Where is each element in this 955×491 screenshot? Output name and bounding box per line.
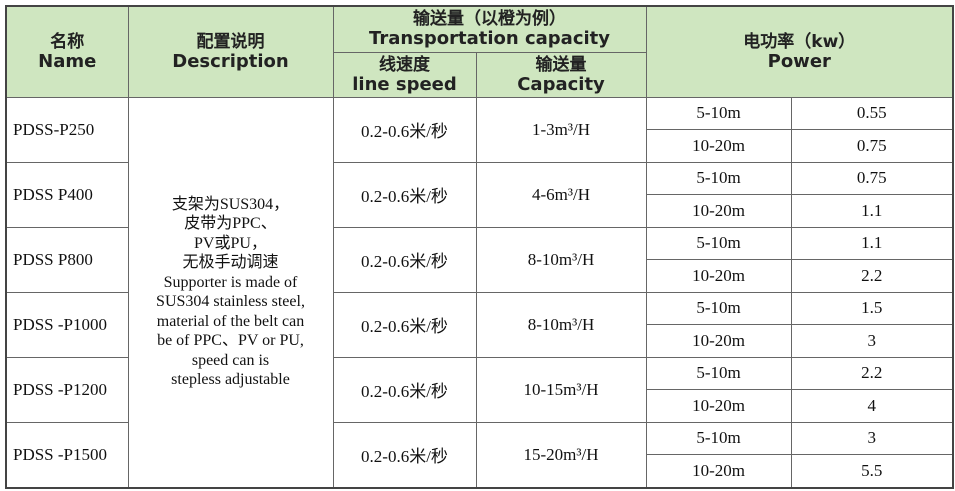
capacity: 10-15m³/H	[475, 356, 647, 423]
text: Transportation capacity	[369, 28, 610, 50]
description-header: 配置说明 Description	[127, 5, 334, 98]
model-name: PDSS P400	[5, 161, 129, 228]
capacity: 4-6m³/H	[475, 161, 647, 228]
length-range: 10-20m	[645, 454, 792, 488]
description-line: SUS304 stainless steel,	[156, 293, 305, 310]
power-kw: 1.5	[790, 291, 954, 325]
length-range: 10-20m	[645, 129, 792, 163]
capacity-header: 输送量 Capacity	[475, 51, 647, 98]
speed: 0.2-0.6米/秒	[332, 421, 477, 488]
length-range: 10-20m	[645, 259, 792, 293]
model-name: PDSS-P250	[5, 96, 129, 163]
text: 电功率（kw）	[743, 31, 856, 52]
speed: 0.2-0.6米/秒	[332, 96, 477, 163]
length-range: 10-20m	[645, 194, 792, 228]
description-line: 无极手动调速	[182, 254, 279, 271]
length-range: 10-20m	[645, 389, 792, 423]
speed: 0.2-0.6米/秒	[332, 291, 477, 358]
power-kw: 5.5	[790, 454, 954, 488]
power-kw: 4	[790, 389, 954, 423]
capacity: 8-10m³/H	[475, 226, 647, 293]
row: 10-20m 4	[6, 389, 954, 423]
description-line: be of PPC、PV or PU,	[157, 332, 304, 349]
speed: 0.2-0.6米/秒	[332, 161, 477, 228]
power-kw: 1.1	[790, 226, 954, 260]
row: PDSS -P1500 0.2-0.6米/秒 15-20m³/H 5-10m 3	[5, 421, 954, 488]
row: PDSS P800 0.2-0.6米/秒 8-10m³/H 5-10m 1.1	[5, 226, 954, 293]
row: PDSS -P1000 0.2-0.6米/秒 8-10m³/H 5-10m 1.5	[5, 291, 954, 358]
length-range: 5-10m	[645, 161, 792, 195]
text: Description	[172, 50, 289, 72]
model-name: PDSS -P1200	[5, 356, 129, 423]
text: 输送量（以橙为例）	[413, 9, 566, 30]
power-kw: 0.75	[790, 129, 954, 163]
power-kw: 3	[790, 421, 954, 455]
text: 输送量	[535, 54, 587, 75]
length-range: 5-10m	[645, 226, 792, 260]
description-line: Supporter is made of	[163, 273, 298, 291]
spec-table: 名称 Name 配置说明 Description 输送量（以橙为例） Transpor…	[5, 5, 955, 489]
length-range: 10-20m	[645, 324, 792, 358]
text: Name	[38, 50, 97, 72]
description: 支架为SUS304， 皮带为PPC、 PV或PU， 无极手动调速 Supporter i…	[127, 96, 334, 488]
capacity: 1-3m³/H	[475, 96, 647, 163]
power-header: 电功率（kw） Power	[645, 5, 954, 98]
model-name: PDSS P800	[5, 226, 129, 293]
row: 10-20m 1.1	[6, 194, 954, 228]
length-range: 5-10m	[645, 421, 792, 455]
description-line: stepless adjustable	[171, 371, 290, 388]
power-kw: 2.2	[790, 259, 954, 293]
row: 10-20m 3	[6, 324, 954, 358]
table-body: PDSS-P250 支架为SUS304， 皮带为PPC、 PV或PU， 无极手动调速 Su…	[5, 96, 954, 488]
speed-header: 线速度 line speed	[332, 51, 477, 98]
power-kw: 1.1	[790, 194, 954, 228]
power-kw: 0.55	[790, 96, 954, 130]
speed: 0.2-0.6米/秒	[332, 356, 477, 423]
text: Capacity	[517, 73, 605, 95]
text: line speed	[352, 73, 457, 95]
text: 配置说明	[196, 31, 265, 52]
row: 10-20m 2.2	[6, 259, 954, 293]
name-header: 名称 Name	[5, 5, 129, 98]
description-line: PV或PU，	[194, 234, 267, 252]
power-kw: 2.2	[790, 356, 954, 390]
description-line: speed can is	[191, 351, 270, 369]
capacity: 15-20m³/H	[475, 421, 647, 488]
capacity: 8-10m³/H	[475, 291, 647, 358]
description-line: material of the belt can	[156, 312, 305, 330]
description-line: 支架为SUS304，	[171, 195, 290, 213]
row: PDSS P400 0.2-0.6米/秒 4-6m³/H 5-10m 0.75	[5, 161, 954, 228]
text: 名称	[50, 31, 85, 52]
length-range: 5-10m	[645, 291, 792, 325]
length-range: 5-10m	[645, 96, 792, 130]
length-range: 5-10m	[645, 356, 792, 390]
power-kw: 3	[790, 324, 954, 358]
description-line: 皮带为PPC、	[184, 215, 277, 232]
row: PDSS-P250 支架为SUS304， 皮带为PPC、 PV或PU， 无极手动调速 Su…	[5, 96, 954, 488]
model-name: PDSS -P1000	[5, 291, 129, 358]
row: 10-20m 0.75	[6, 129, 954, 163]
row: PDSS -P1200 0.2-0.6米/秒 10-15m³/H 5-10m 2.2	[5, 356, 954, 423]
text: 线速度	[379, 54, 430, 75]
row: 10-20m 5.5	[6, 454, 954, 488]
power-kw: 0.75	[790, 161, 954, 195]
model-name: PDSS -P1500	[5, 421, 129, 488]
speed: 0.2-0.6米/秒	[332, 226, 477, 293]
text: Power	[767, 50, 831, 72]
transport-header: 输送量（以橙为例） Transportation capacity	[332, 5, 647, 53]
